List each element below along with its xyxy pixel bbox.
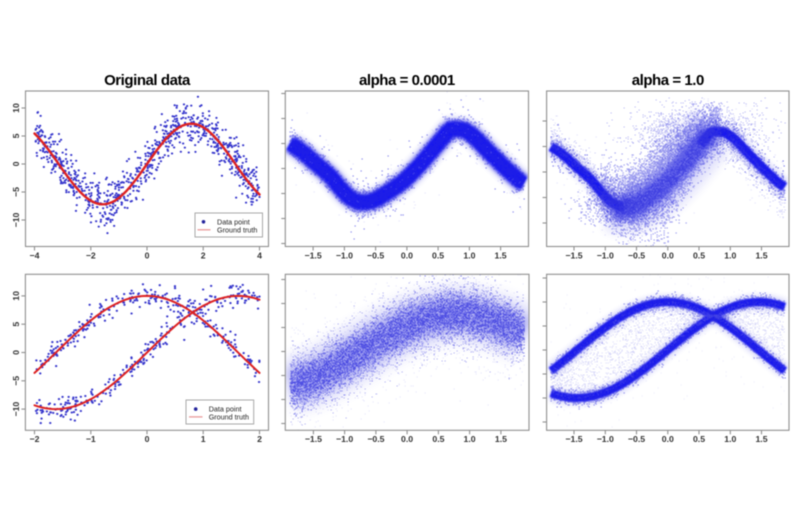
svg-text:0.0: 0.0 [662, 434, 674, 444]
svg-text:10: 10 [11, 103, 21, 113]
svg-text:−1.5: −1.5 [565, 251, 582, 261]
svg-text:−10: −10 [11, 212, 21, 227]
svg-text:0: 0 [11, 350, 21, 355]
svg-text:−1: −1 [86, 434, 96, 444]
svg-text:−4: −4 [30, 251, 40, 261]
svg-text:alpha = 0.0001: alpha = 0.0001 [359, 72, 455, 89]
svg-text:10: 10 [11, 291, 21, 301]
svg-text:Ground truth: Ground truth [217, 225, 257, 234]
svg-text:1.0: 1.0 [464, 434, 476, 444]
svg-text:5: 5 [11, 133, 21, 138]
svg-text:−0.5: −0.5 [628, 434, 645, 444]
svg-text:−0.5: −0.5 [628, 251, 645, 261]
svg-text:0: 0 [145, 251, 150, 261]
svg-text:Original data: Original data [104, 72, 191, 89]
svg-text:0.5: 0.5 [432, 434, 444, 444]
svg-text:1.5: 1.5 [755, 251, 767, 261]
svg-text:alpha = 1.0: alpha = 1.0 [632, 72, 704, 89]
svg-text:−0.5: −0.5 [367, 434, 384, 444]
svg-text:−2: −2 [86, 251, 96, 261]
svg-text:0.0: 0.0 [401, 434, 413, 444]
svg-text:1.5: 1.5 [495, 251, 507, 261]
svg-text:0.5: 0.5 [693, 251, 705, 261]
svg-text:−1.0: −1.0 [597, 251, 614, 261]
svg-text:1.0: 1.0 [724, 434, 736, 444]
svg-text:0: 0 [11, 161, 21, 166]
svg-text:1.5: 1.5 [495, 434, 507, 444]
svg-text:−10: −10 [11, 402, 21, 417]
svg-text:−1.5: −1.5 [305, 251, 322, 261]
svg-text:−1.5: −1.5 [305, 434, 322, 444]
svg-text:−2: −2 [30, 434, 40, 444]
svg-text:2: 2 [201, 251, 206, 261]
svg-text:−1.0: −1.0 [336, 251, 353, 261]
svg-text:Data point: Data point [209, 405, 242, 414]
svg-text:−1.0: −1.0 [336, 434, 353, 444]
svg-text:0.0: 0.0 [401, 251, 413, 261]
svg-text:1.0: 1.0 [463, 251, 475, 261]
svg-text:−5: −5 [11, 376, 21, 386]
svg-text:−1.0: −1.0 [597, 434, 614, 444]
svg-text:0.5: 0.5 [693, 434, 705, 444]
svg-text:−1.5: −1.5 [565, 434, 582, 444]
svg-text:−5: −5 [11, 187, 21, 197]
svg-text:1: 1 [201, 434, 206, 444]
svg-text:0: 0 [145, 434, 150, 444]
svg-text:0.5: 0.5 [432, 251, 444, 261]
svg-text:−0.5: −0.5 [367, 251, 384, 261]
svg-text:0.0: 0.0 [662, 251, 674, 261]
svg-text:4: 4 [257, 251, 262, 261]
svg-text:1.5: 1.5 [755, 434, 767, 444]
svg-text:1.0: 1.0 [724, 251, 736, 261]
svg-text:5: 5 [11, 322, 21, 327]
svg-text:Data point: Data point [217, 217, 250, 226]
svg-text:Ground truth: Ground truth [209, 412, 249, 421]
svg-text:2: 2 [257, 434, 262, 444]
